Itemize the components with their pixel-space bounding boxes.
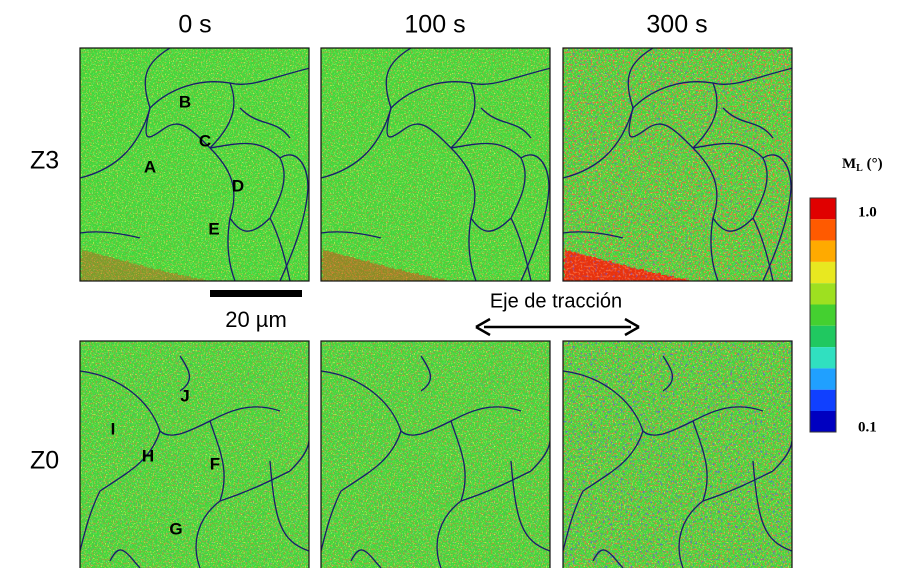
scale-bar-label: 20 µm [225,307,287,332]
colorbar-swatch [810,389,836,411]
colorbar-title-suffix: (°) [863,156,883,172]
grain-label: F [210,454,220,473]
colorbar-swatch [810,283,836,305]
strain-speckle [563,48,792,281]
colorbar-title-main: M [842,156,856,172]
colorbar-frame [809,197,837,433]
axis-arrow [475,317,640,337]
grain-label: J [180,386,189,405]
colorbar-swatch [810,411,836,433]
map-panel [563,48,792,281]
row-label: Z0 [30,447,59,475]
colorbar-swatch [810,325,836,348]
colorbar-swatch [810,347,836,369]
grain-label: C [199,131,211,150]
map-panel [563,341,792,568]
column-header: 300 s [646,11,707,39]
grain-label: D [232,176,244,195]
map-panels [79,47,793,568]
colorbar-top-label: 1.0 [858,204,877,220]
row-label: Z3 [30,147,59,175]
map-frame [562,340,793,568]
map-frame [562,47,793,282]
colorbar-title-subscript: L [856,163,863,174]
map-frame [79,47,310,282]
colorbar-swatch [810,368,836,390]
map-frame [79,340,310,568]
colorbar-swatch [810,198,836,220]
map-panel [80,341,309,568]
column-header: 0 s [178,11,211,39]
column-header: 100 s [404,11,465,39]
colorbar-swatch [810,219,836,241]
strain-speckle [563,341,792,568]
colorbar-bottom-label: 0.1 [858,419,877,435]
map-frame [320,47,551,282]
grain-label: G [169,519,182,538]
grain-labels: A B C D E F G H I J [111,92,245,538]
colorbar-swatch [810,261,836,284]
grain-label: A [144,157,156,176]
colorbar-swatch [810,240,836,262]
strain-speckle [321,341,550,568]
grain-label: E [208,219,219,238]
map-frame [320,340,551,568]
grain-label: H [142,446,154,465]
map-panel [321,341,550,568]
map-panel [80,48,309,281]
scale-bar [210,290,302,297]
axis-label: Eje de tracción [490,290,622,312]
grain-label: B [179,92,191,111]
strain-speckle [321,48,550,281]
colorbar-title: ML (°) [842,156,883,174]
map-panel [321,48,550,281]
strain-speckle [80,341,309,568]
strain-speckle [80,48,309,281]
colorbar-swatch [810,304,836,326]
colorbar [809,197,837,433]
grain-label: I [111,419,116,438]
